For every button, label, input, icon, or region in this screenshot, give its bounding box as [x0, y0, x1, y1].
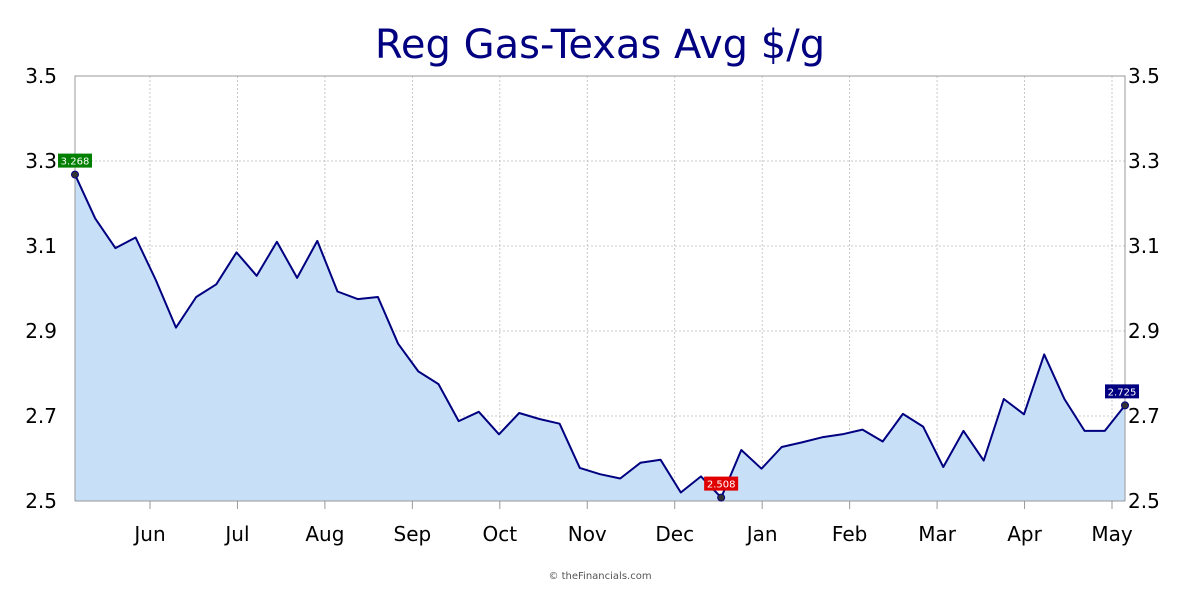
y-tick-label-right: 3.5	[1128, 64, 1160, 88]
x-tick-label: Jan	[745, 522, 778, 546]
x-tick-label: Mar	[918, 522, 957, 546]
y-tick-label-left: 2.5	[25, 489, 57, 513]
plot-frame	[74, 75, 1126, 502]
x-tick-label: Apr	[1007, 522, 1042, 546]
area-path	[75, 174, 1125, 501]
y-tick-label-right: 3.3	[1128, 149, 1160, 173]
value-label: 3.268	[61, 157, 90, 168]
value-label-box	[1105, 384, 1139, 399]
chart-title: Reg Gas-Texas Avg $/g	[375, 22, 825, 68]
value-label-box	[704, 476, 739, 491]
x-axis: Jun Jul Aug Sep Oct Nov Dec Jan Feb Mar Apr May	[132, 501, 1133, 546]
value-label: 2.725	[1108, 387, 1137, 398]
data-point	[1121, 401, 1129, 410]
y-tick-label-left: 3.5	[25, 64, 57, 88]
data-point	[717, 493, 726, 502]
x-tick-label: Dec	[655, 522, 694, 546]
x-tick-label: May	[1091, 522, 1133, 546]
data-point	[71, 170, 79, 179]
x-tick-label: Sep	[394, 522, 432, 546]
x-tick-label: Feb	[832, 522, 867, 546]
y-tick-label-left: 2.9	[25, 319, 57, 343]
y-tick-label-right: 2.7	[1128, 404, 1160, 428]
y-tick-label-left: 3.1	[25, 234, 57, 258]
y-tick-label-right: 2.9	[1128, 319, 1160, 343]
x-tick-label: Jun	[132, 522, 165, 546]
points	[71, 170, 1129, 502]
x-tick-label: Nov	[568, 522, 607, 546]
annotations: 3.268 2.508 2.725	[58, 153, 1139, 491]
x-tick-label: Jul	[223, 522, 249, 546]
value-label: 2.508	[707, 480, 736, 491]
y-axis-right: 2.5 2.7 2.9 3.1 3.3 3.5	[1128, 64, 1160, 513]
x-tick-label: Oct	[483, 522, 518, 546]
series-line	[74, 174, 1126, 499]
x-tick-label: Aug	[305, 522, 344, 546]
credit: © theFinancials.com	[548, 571, 651, 582]
line-path	[74, 174, 1126, 499]
y-tick-label-left: 3.3	[25, 149, 57, 173]
value-label-box	[58, 153, 92, 168]
y-tick-label-right: 3.1	[1128, 234, 1160, 258]
area-fill	[75, 174, 1125, 501]
y-tick-label-right: 2.5	[1128, 489, 1160, 513]
y-axis-left: 2.5 2.7 2.9 3.1 3.3 3.5	[25, 64, 57, 513]
y-tick-label-left: 2.7	[25, 404, 57, 428]
